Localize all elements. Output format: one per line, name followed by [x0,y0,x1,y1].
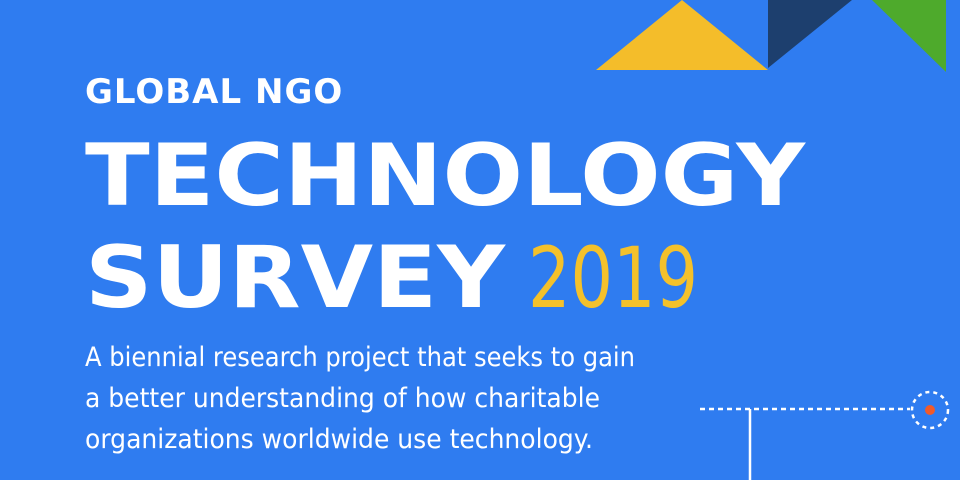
title-line: TECHNOLOGY [85,126,807,226]
year: 2019 [528,229,698,327]
green-triangle [872,0,946,72]
kicker: GLOBAL NGO [85,72,343,112]
dashed-circle [910,390,950,430]
description-line: A biennial research project that seeks t… [85,342,635,373]
navy-triangle [768,0,852,68]
description-line: a better understanding of how charitable [85,383,600,414]
title-line: SURVEY [85,228,507,328]
yellow-triangle [596,0,768,70]
description-line: organizations worldwide use technology. [85,424,593,455]
orange-dot [925,405,935,415]
